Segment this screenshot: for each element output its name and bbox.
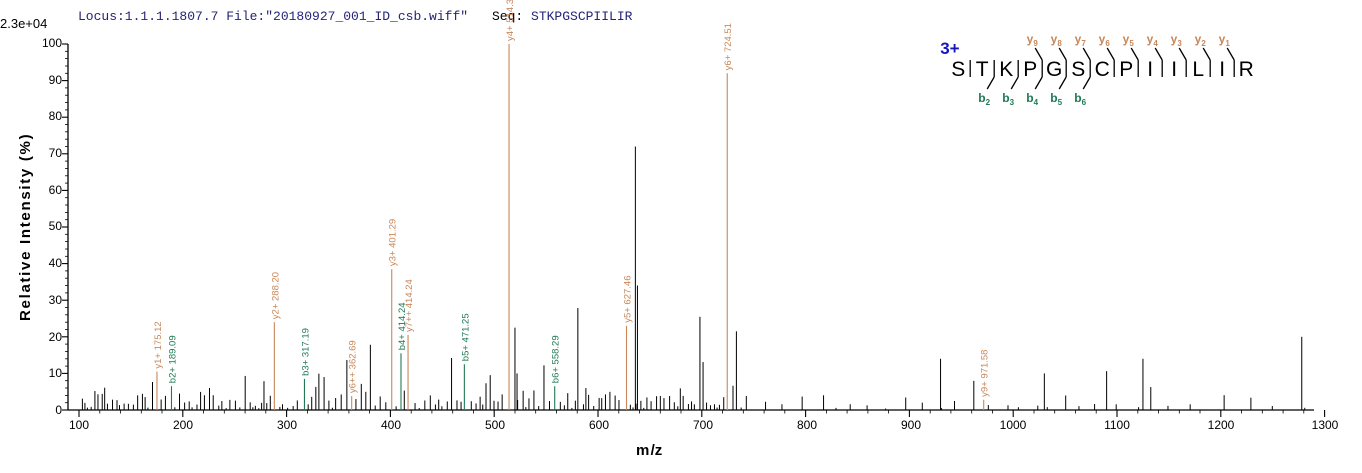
svg-text:P: P <box>1119 58 1133 81</box>
svg-text:y4: y4 <box>1147 32 1159 48</box>
svg-text:b3: b3 <box>1002 91 1014 107</box>
svg-text:y3: y3 <box>1171 32 1183 48</box>
svg-text:b5: b5 <box>1050 91 1062 107</box>
svg-text:K: K <box>999 58 1013 81</box>
svg-text:S: S <box>1071 58 1085 81</box>
svg-text:b3+ 317.19: b3+ 317.19 <box>300 328 311 376</box>
svg-text:y8: y8 <box>1051 32 1063 48</box>
svg-text:y6++ 362.69: y6++ 362.69 <box>348 340 359 393</box>
svg-text:y7: y7 <box>1075 32 1087 48</box>
svg-text:b2+ 189.09: b2+ 189.09 <box>168 335 179 383</box>
svg-text:G: G <box>1046 58 1062 81</box>
svg-text:b5+ 471.25: b5+ 471.25 <box>460 313 471 361</box>
svg-text:y1+ 175.12: y1+ 175.12 <box>153 321 164 368</box>
svg-text:y5+ 627.46: y5+ 627.46 <box>623 276 634 323</box>
svg-text:S: S <box>951 58 965 81</box>
svg-text:I: I <box>1171 58 1177 81</box>
svg-text:b2: b2 <box>978 91 990 107</box>
svg-text:y1: y1 <box>1219 32 1231 48</box>
svg-text:y3+ 401.29: y3+ 401.29 <box>388 219 399 266</box>
svg-text:y6+ 724.51: y6+ 724.51 <box>723 23 734 70</box>
svg-text:y9: y9 <box>1027 32 1039 48</box>
svg-text:P: P <box>1023 58 1037 81</box>
svg-text:y5: y5 <box>1123 32 1135 48</box>
svg-text:3+: 3+ <box>940 39 959 58</box>
svg-text:y4+ 514.3: y4+ 514.3 <box>505 0 516 41</box>
svg-text:y6: y6 <box>1099 32 1111 48</box>
svg-text:b4: b4 <box>1026 91 1038 107</box>
svg-text:y7++ 414.24: y7++ 414.24 <box>404 279 415 332</box>
svg-text:y2: y2 <box>1195 32 1207 48</box>
svg-text:R: R <box>1239 58 1254 81</box>
svg-text:y2+ 288.20: y2+ 288.20 <box>270 272 281 319</box>
svg-text:b6: b6 <box>1074 91 1086 107</box>
svg-text:C: C <box>1095 58 1110 81</box>
svg-text:L: L <box>1192 58 1204 81</box>
svg-text:T: T <box>976 58 989 81</box>
svg-text:b6+ 558.29: b6+ 558.29 <box>551 335 562 383</box>
svg-text:I: I <box>1147 58 1153 81</box>
svg-text:I: I <box>1219 58 1225 81</box>
svg-text:y9+ 971.58: y9+ 971.58 <box>980 350 991 397</box>
